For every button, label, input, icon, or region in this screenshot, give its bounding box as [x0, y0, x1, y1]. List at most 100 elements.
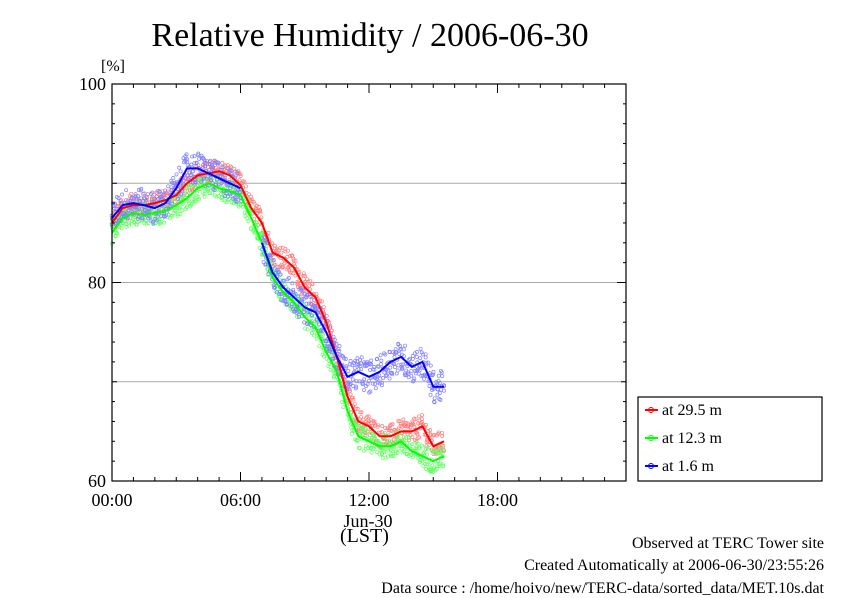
- scatter-point: [395, 450, 400, 455]
- scatter-point: [387, 376, 392, 381]
- scatter-point: [366, 414, 371, 419]
- scatter-point: [225, 166, 230, 171]
- scatter-point: [193, 179, 198, 184]
- scatter-point: [299, 288, 304, 293]
- scatter-point: [358, 358, 363, 362]
- scatter-point: [409, 369, 414, 374]
- scatter-point: [166, 184, 171, 189]
- scatter-point: [431, 370, 436, 374]
- scatter-point: [419, 420, 424, 424]
- scatter-point: [348, 359, 353, 363]
- scatter-point: [354, 421, 359, 426]
- scatter-point: [337, 344, 342, 349]
- scatter-point: [278, 272, 283, 277]
- observed-site-note: Observed at TERC Tower site: [631, 535, 824, 552]
- scatter-point: [383, 449, 388, 454]
- x-tick-label: 12:00: [348, 490, 389, 510]
- scatter-point: [242, 210, 247, 215]
- scatter-point: [175, 206, 180, 211]
- scatter-point: [190, 169, 195, 174]
- scatter-point: [247, 192, 251, 197]
- scatter-point: [286, 276, 291, 280]
- x-tick-label: 00:00: [91, 490, 132, 510]
- scatter-point: [203, 176, 208, 181]
- scatter-point: [170, 201, 175, 206]
- scatter-point: [140, 216, 145, 221]
- scatter-point: [305, 327, 310, 332]
- scatter-point: [329, 350, 334, 355]
- scatter-point: [405, 444, 410, 449]
- scatter-point: [380, 380, 384, 385]
- scatter-point: [251, 199, 256, 204]
- scatter-point: [175, 213, 180, 218]
- scatter-point: [289, 253, 294, 258]
- scatter-point: [367, 390, 372, 395]
- scatter-point: [279, 292, 284, 296]
- scatter-point: [125, 216, 130, 221]
- scatter-point: [386, 368, 391, 373]
- legend-marker: [648, 435, 654, 441]
- scatter-point: [118, 198, 123, 203]
- scatter-point: [376, 423, 381, 428]
- scatter-point: [416, 414, 421, 419]
- scatter-point: [223, 175, 227, 180]
- scatter-point: [306, 310, 311, 315]
- scatter-point: [406, 453, 411, 458]
- scatter-point: [216, 161, 221, 165]
- scatter-point: [332, 337, 337, 342]
- scatter-point: [170, 202, 175, 206]
- scatter-point: [171, 176, 176, 180]
- scatter-point: [152, 197, 157, 201]
- scatter-point: [383, 455, 388, 460]
- y-tick-label: 100: [79, 74, 106, 94]
- scatter-point: [199, 179, 204, 184]
- scatter-point: [116, 195, 121, 200]
- scatter-point: [420, 352, 425, 357]
- scatter-point: [212, 158, 217, 163]
- scatter-point: [358, 361, 363, 366]
- scatter-point: [142, 191, 147, 196]
- scatter-point: [411, 378, 416, 383]
- scatter-point: [395, 368, 400, 373]
- scatter-point: [269, 253, 274, 258]
- scatter-point: [136, 194, 140, 199]
- scatter-point: [202, 194, 207, 199]
- scatter-point: [296, 281, 300, 286]
- scatter-point: [194, 195, 199, 200]
- scatter-point: [361, 448, 366, 453]
- scatter-point: [433, 451, 438, 456]
- scatter-point: [438, 444, 443, 449]
- scatter-point: [180, 201, 185, 206]
- scatter-point: [203, 164, 208, 169]
- scatter-point: [283, 249, 288, 254]
- scatter-point: [290, 281, 295, 286]
- scatter-point: [344, 364, 349, 369]
- scatter-point: [249, 194, 254, 199]
- scatter-point: [355, 438, 360, 443]
- scatter-point: [331, 375, 336, 380]
- scatter-point: [163, 188, 168, 193]
- scatter-point: [378, 353, 383, 358]
- scatter-point: [389, 453, 394, 458]
- scatter-point: [310, 331, 314, 336]
- scatter-point: [180, 182, 185, 186]
- scatter-point: [283, 246, 288, 251]
- scatter-point: [170, 187, 174, 192]
- scatter-point: [238, 174, 243, 179]
- scatter-point: [378, 441, 383, 446]
- scatter-point: [397, 352, 402, 356]
- scatter-point: [129, 195, 134, 200]
- scatter-point: [392, 365, 397, 370]
- scatter-point: [392, 355, 397, 360]
- scatter-point: [418, 346, 423, 351]
- scatter-point: [233, 194, 238, 199]
- scatter-point: [393, 347, 398, 352]
- scatter-point: [319, 299, 324, 304]
- scatter-point: [174, 172, 179, 177]
- scatter-point: [418, 458, 423, 463]
- scatter-point: [362, 377, 367, 382]
- scatter-point: [281, 278, 286, 283]
- scatter-point: [289, 302, 294, 307]
- scatter-point: [350, 377, 355, 382]
- scatter-point: [220, 165, 225, 170]
